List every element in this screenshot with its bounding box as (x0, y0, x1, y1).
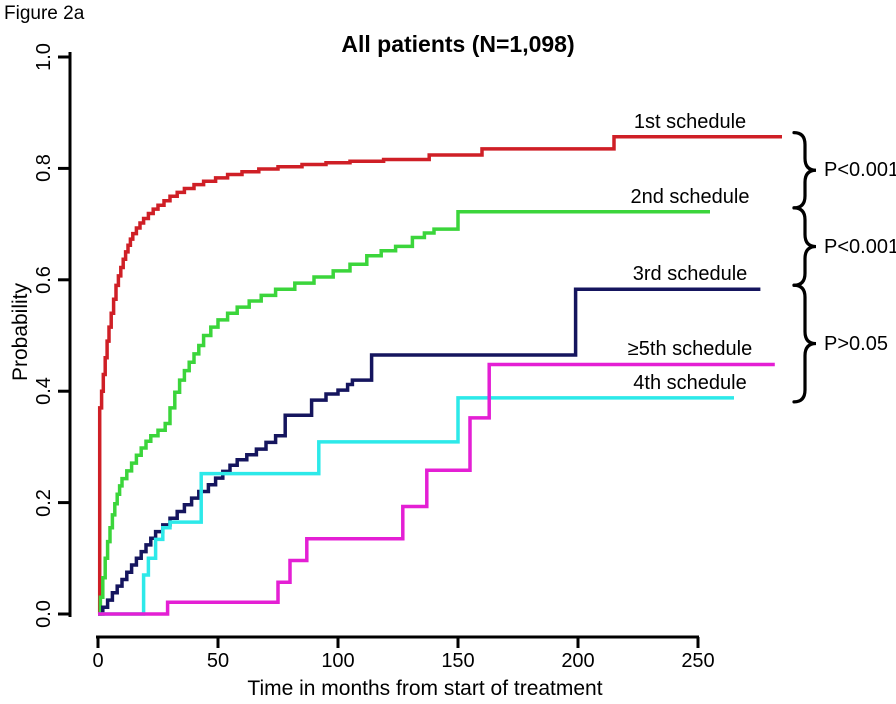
x-tick-label: 100 (321, 650, 355, 672)
series-label: ≥5th schedule (627, 338, 753, 361)
series-label: 3rd schedule (632, 263, 748, 286)
y-tick-label: 0.8 (33, 154, 55, 183)
chart-title: All patients (N=1,098) (341, 31, 575, 57)
x-axis-title: Time in months from start of treatment (247, 677, 603, 700)
x-tick-label: 250 (681, 650, 715, 672)
x-tick-label: 0 (92, 650, 104, 672)
pvalue-label: P<0.001 (824, 159, 896, 182)
pvalue-label: P<0.001 (824, 235, 896, 258)
brace (792, 131, 817, 210)
series-label: 4th schedule (633, 371, 747, 394)
y-tick-label: 0.2 (33, 488, 55, 517)
figure-label: Figure 2a (4, 3, 85, 24)
y-tick-label: 0.6 (33, 265, 55, 294)
y-tick-label: 0.4 (33, 377, 55, 406)
x-tick-label: 150 (441, 650, 475, 672)
series-label: 2nd schedule (630, 185, 750, 208)
pvalue-label: P>0.05 (824, 332, 888, 355)
brace (792, 206, 817, 287)
brace (792, 283, 817, 404)
y-tick-label: 0.0 (33, 600, 55, 628)
x-tick-label: 200 (561, 650, 595, 672)
y-tick-label: 1.0 (33, 43, 55, 71)
x-tick-label: 50 (206, 650, 230, 672)
y-axis-title: Probability (9, 282, 32, 382)
series-label: 1st schedule (633, 110, 747, 133)
